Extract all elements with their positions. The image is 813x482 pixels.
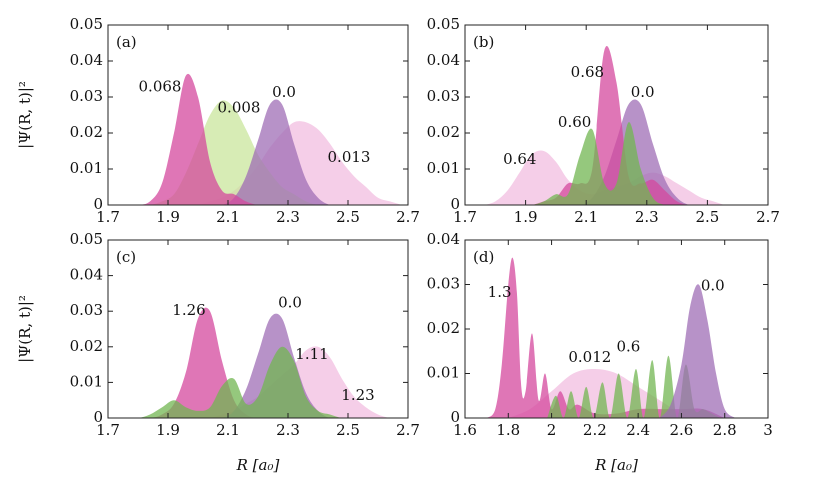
- series-label: 0.0: [701, 277, 725, 295]
- frame: [107, 239, 409, 419]
- x-tick-label: 2.8: [713, 421, 737, 439]
- density-area: [114, 346, 402, 418]
- x-tick-label: 1.8: [496, 421, 520, 439]
- y-tick-label: 0: [93, 195, 103, 213]
- x-tick-label: 2.7: [396, 208, 420, 226]
- y-tick-label: 0.05: [70, 15, 103, 33]
- x-tick-label: 2.7: [756, 208, 780, 226]
- y-tick-label: 0.04: [427, 230, 460, 248]
- y-tick-label: 0.05: [70, 230, 103, 248]
- y-tick-label: 0: [450, 195, 460, 213]
- density-area: [547, 355, 721, 418]
- frame: [107, 24, 409, 206]
- x-tick-label: 1.9: [156, 208, 180, 226]
- x-tick-label: 1.7: [453, 208, 477, 226]
- density-area: [471, 122, 762, 205]
- x-tick-label: 2.1: [216, 421, 240, 439]
- y-tick-label: 0.04: [427, 51, 460, 69]
- x-tick-label: 2.6: [669, 421, 693, 439]
- x-tick-label: 2: [547, 421, 557, 439]
- density-area: [659, 284, 736, 418]
- y-tick-label: 0.03: [427, 275, 460, 293]
- density-area: [114, 121, 402, 205]
- y-tick-label: 0: [93, 408, 103, 426]
- density-area: [114, 307, 402, 418]
- x-tick-label: 1.6: [453, 421, 477, 439]
- series-label: 0.0: [278, 293, 302, 311]
- y-tick-label: 0.02: [70, 123, 103, 141]
- y-axis-label: |Ψ(R, t)|²: [16, 295, 34, 363]
- y-tick-label: 0.04: [70, 51, 103, 69]
- series-label: 0.68: [571, 63, 604, 81]
- series-label: 1.23: [341, 386, 374, 404]
- y-tick-label: 0.01: [70, 159, 103, 177]
- density-area: [114, 313, 402, 418]
- x-tick-label: 2.3: [635, 208, 659, 226]
- x-tick-label: 2.7: [396, 421, 420, 439]
- y-tick-label: 0.03: [70, 87, 103, 105]
- density-area: [114, 74, 402, 205]
- y-tick-label: 0.02: [70, 337, 103, 355]
- density-area: [114, 346, 402, 418]
- y-tick-label: 0.02: [427, 123, 460, 141]
- series-label: 0.008: [218, 99, 261, 117]
- x-tick-label: 2.5: [695, 208, 719, 226]
- x-tick-label: 2.1: [216, 208, 240, 226]
- x-tick-label: 1.7: [96, 421, 120, 439]
- series-label: 0.012: [568, 348, 611, 366]
- series-label: 0.068: [139, 77, 182, 95]
- y-tick-label: 0.04: [70, 266, 103, 284]
- x-tick-label: 2.3: [276, 421, 300, 439]
- series-label: 1.11: [295, 345, 328, 363]
- density-area: [471, 150, 762, 205]
- panel-label: (b): [473, 33, 494, 51]
- x-tick-label: 1.9: [514, 208, 538, 226]
- density-area: [471, 46, 762, 205]
- x-tick-label: 2.2: [583, 421, 607, 439]
- density-area: [114, 99, 402, 205]
- y-tick-label: 0.03: [70, 301, 103, 319]
- y-tick-label: 0.01: [427, 159, 460, 177]
- y-tick-label: 0.01: [427, 364, 460, 382]
- y-tick-label: 0: [450, 408, 460, 426]
- y-tick-label: 0.01: [70, 372, 103, 390]
- series-label: 0.0: [631, 83, 655, 101]
- y-tick-label: 0.03: [427, 87, 460, 105]
- series-label: 0.60: [558, 113, 591, 131]
- y-axis-label: |Ψ(R, t)|²: [16, 81, 34, 149]
- series-label: 0.0: [272, 83, 296, 101]
- x-axis-label: R [a₀]: [236, 456, 280, 474]
- series-label: 0.64: [503, 150, 536, 168]
- panel-label: (d): [473, 248, 494, 266]
- series-label: 1.3: [488, 283, 512, 301]
- x-tick-label: 2.1: [574, 208, 598, 226]
- density-area: [486, 257, 725, 418]
- x-tick-label: 2.5: [336, 421, 360, 439]
- panel-label: (a): [116, 33, 137, 51]
- y-tick-label: 0.05: [427, 15, 460, 33]
- x-tick-label: 2.3: [276, 208, 300, 226]
- x-tick-label: 2.5: [336, 208, 360, 226]
- x-tick-label: 1.9: [156, 421, 180, 439]
- panel-label: (c): [116, 248, 136, 266]
- x-axis-label: R [a₀]: [594, 456, 638, 474]
- series-label: 1.26: [172, 301, 205, 319]
- x-tick-label: 1.7: [96, 208, 120, 226]
- frame: [464, 24, 769, 206]
- y-tick-label: 0.02: [427, 319, 460, 337]
- x-tick-label: 2.4: [626, 421, 650, 439]
- x-tick-label: 3: [763, 421, 773, 439]
- series-label: 0.6: [617, 338, 641, 356]
- series-label: 0.013: [328, 148, 371, 166]
